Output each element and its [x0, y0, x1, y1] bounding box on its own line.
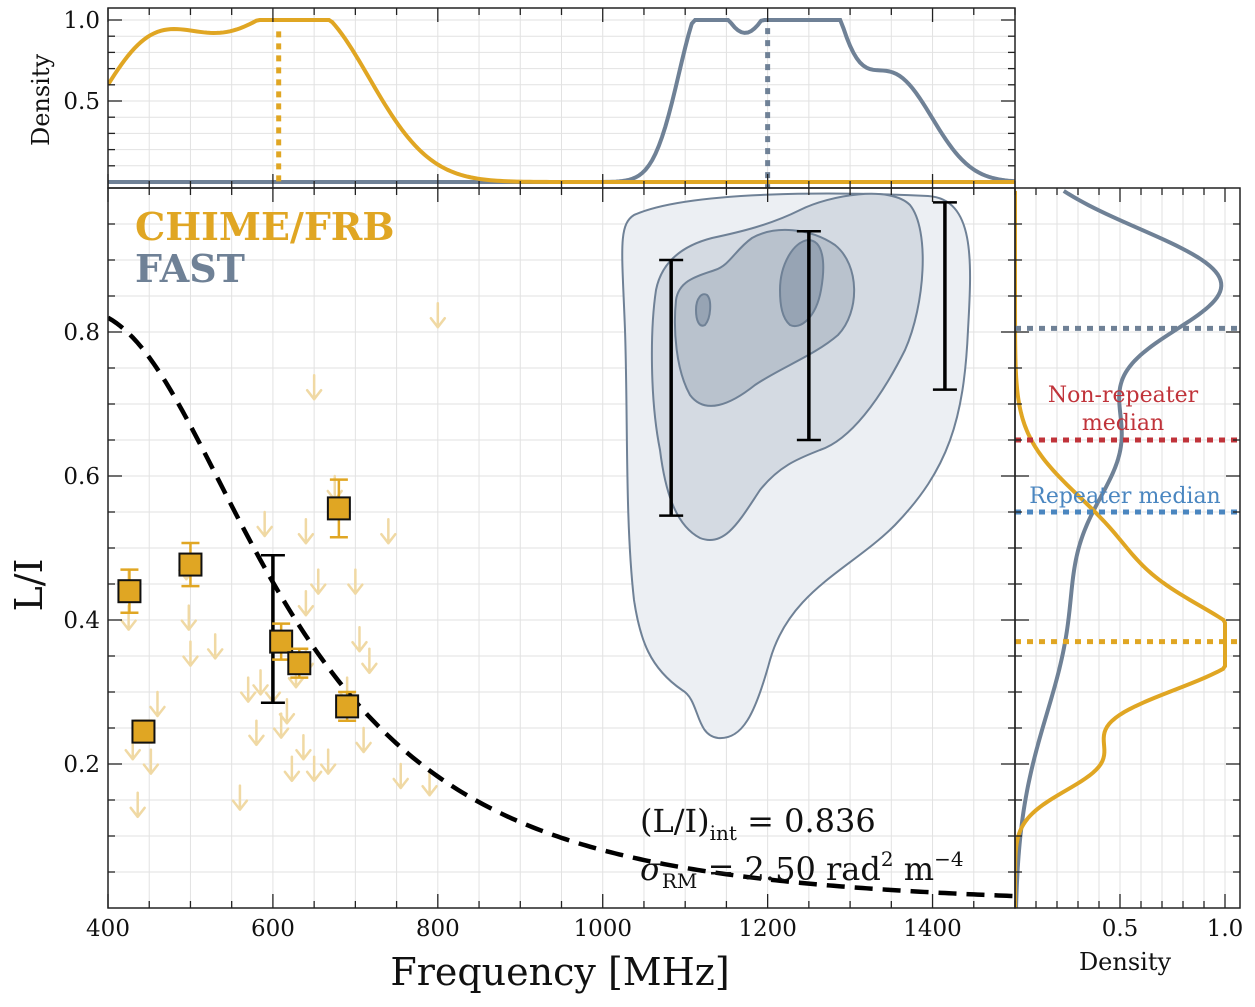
repeater-median-label: Repeater median	[1029, 484, 1220, 509]
chime-upper-limit-arrow	[310, 568, 327, 595]
y-tick-label: 0.8	[63, 320, 100, 346]
x-tick-label: 1400	[903, 916, 962, 942]
fast-contour-level-4	[778, 238, 825, 328]
chime-upper-limit-arrow	[206, 633, 224, 660]
y-tick-label: 0.6	[63, 464, 100, 490]
chime-upper-limits	[120, 301, 447, 819]
chime-upper-limit-arrow	[256, 510, 273, 538]
chime-detection-point	[287, 651, 312, 676]
right-density-xlabel: Density	[1079, 948, 1172, 976]
chime-detections	[117, 478, 360, 744]
model-depolarization-curve	[108, 315, 1015, 899]
top-axes-frame	[107, 7, 1016, 189]
chime-upper-limit-arrow	[305, 755, 323, 783]
y-tick-label: 0.2	[63, 752, 100, 778]
chime-detection-point	[326, 496, 351, 521]
chime-upper-limit-arrow	[142, 748, 160, 775]
chime-upper-limit-arrow	[295, 733, 312, 761]
legend-chime: CHIME/FRB	[135, 204, 395, 249]
chime-upper-limit-arrow	[392, 762, 409, 790]
chime-upper-limit-arrow	[248, 719, 265, 747]
chime-upper-limit-arrow	[297, 589, 315, 617]
chime-upper-limit-arrow	[297, 517, 315, 545]
top-y-tick-label: 0.5	[63, 89, 100, 115]
chime-upper-limit-arrow	[182, 640, 199, 667]
x-axis-label: Frequency [MHz]	[390, 950, 729, 994]
x-tick-label: 1200	[738, 916, 797, 942]
nonrepeater-median-label-2: median	[1082, 411, 1164, 436]
chime-upper-limit-arrow	[231, 784, 249, 811]
chime-upper-limit-arrow	[355, 726, 372, 754]
chime-upper-limit-arrow	[272, 712, 290, 739]
x-tick-label: 400	[86, 916, 130, 942]
annotation-int-li: (L/I)int = 0.836	[640, 802, 876, 845]
chime-detection-point	[178, 552, 203, 577]
chime-upper-limit-arrow	[380, 517, 397, 545]
right-x-tick-label: 1.0	[1207, 916, 1244, 942]
x-tick-label: 600	[251, 916, 295, 942]
chime-upper-limit-arrow	[351, 625, 368, 653]
y-tick-label: 0.4	[63, 608, 100, 634]
tick-labels: 400 600 800 1000 1200 1400 0.2 0.4 0.6 0.8 0.5 1.0 0…	[63, 8, 1243, 942]
right-axes-frame	[1014, 187, 1241, 909]
chime-upper-limit-arrow	[252, 669, 269, 696]
x-tick-label: 800	[416, 916, 460, 942]
chime-upper-limit-arrow	[283, 755, 301, 783]
chime-upper-limit-arrow	[129, 791, 146, 819]
chime-upper-limit-arrow	[319, 748, 337, 775]
fast-contour-level-4b	[694, 293, 712, 327]
nonrepeater-median-label-1: Non-repeater	[1048, 383, 1199, 408]
chime-upper-limit-arrow	[361, 647, 378, 675]
right-x-tick-label: 0.5	[1102, 916, 1139, 942]
legend-fast: FAST	[135, 246, 245, 291]
annotation-sigma-rm: σRM = 2.50 rad2 m−4	[640, 847, 964, 893]
x-tick-label: 1000	[573, 916, 632, 942]
binned-error-bars	[260, 201, 957, 705]
right-density-fast	[1015, 189, 1224, 908]
axis-ticks	[107, 8, 1240, 908]
chime-upper-limit-arrow	[421, 769, 438, 797]
chime-detection-point	[117, 579, 142, 604]
chime-upper-limit-arrow	[347, 568, 364, 595]
chime-upper-limit-arrow	[305, 373, 323, 401]
chime-detection-point	[131, 719, 156, 744]
chime-upper-limit-arrow	[180, 604, 198, 631]
top-grid	[107, 8, 1016, 188]
top-density-ylabel: Density	[27, 54, 55, 147]
chime-upper-limit-arrow	[429, 301, 447, 329]
top-y-tick-label: 1.0	[63, 8, 100, 34]
chime-upper-limit-arrow	[149, 690, 166, 718]
chime-upper-limit-arrow	[239, 676, 257, 703]
y-axis-label: L/I	[7, 558, 51, 611]
chime-detection-point	[335, 694, 360, 719]
chime-detection-point	[269, 629, 294, 654]
